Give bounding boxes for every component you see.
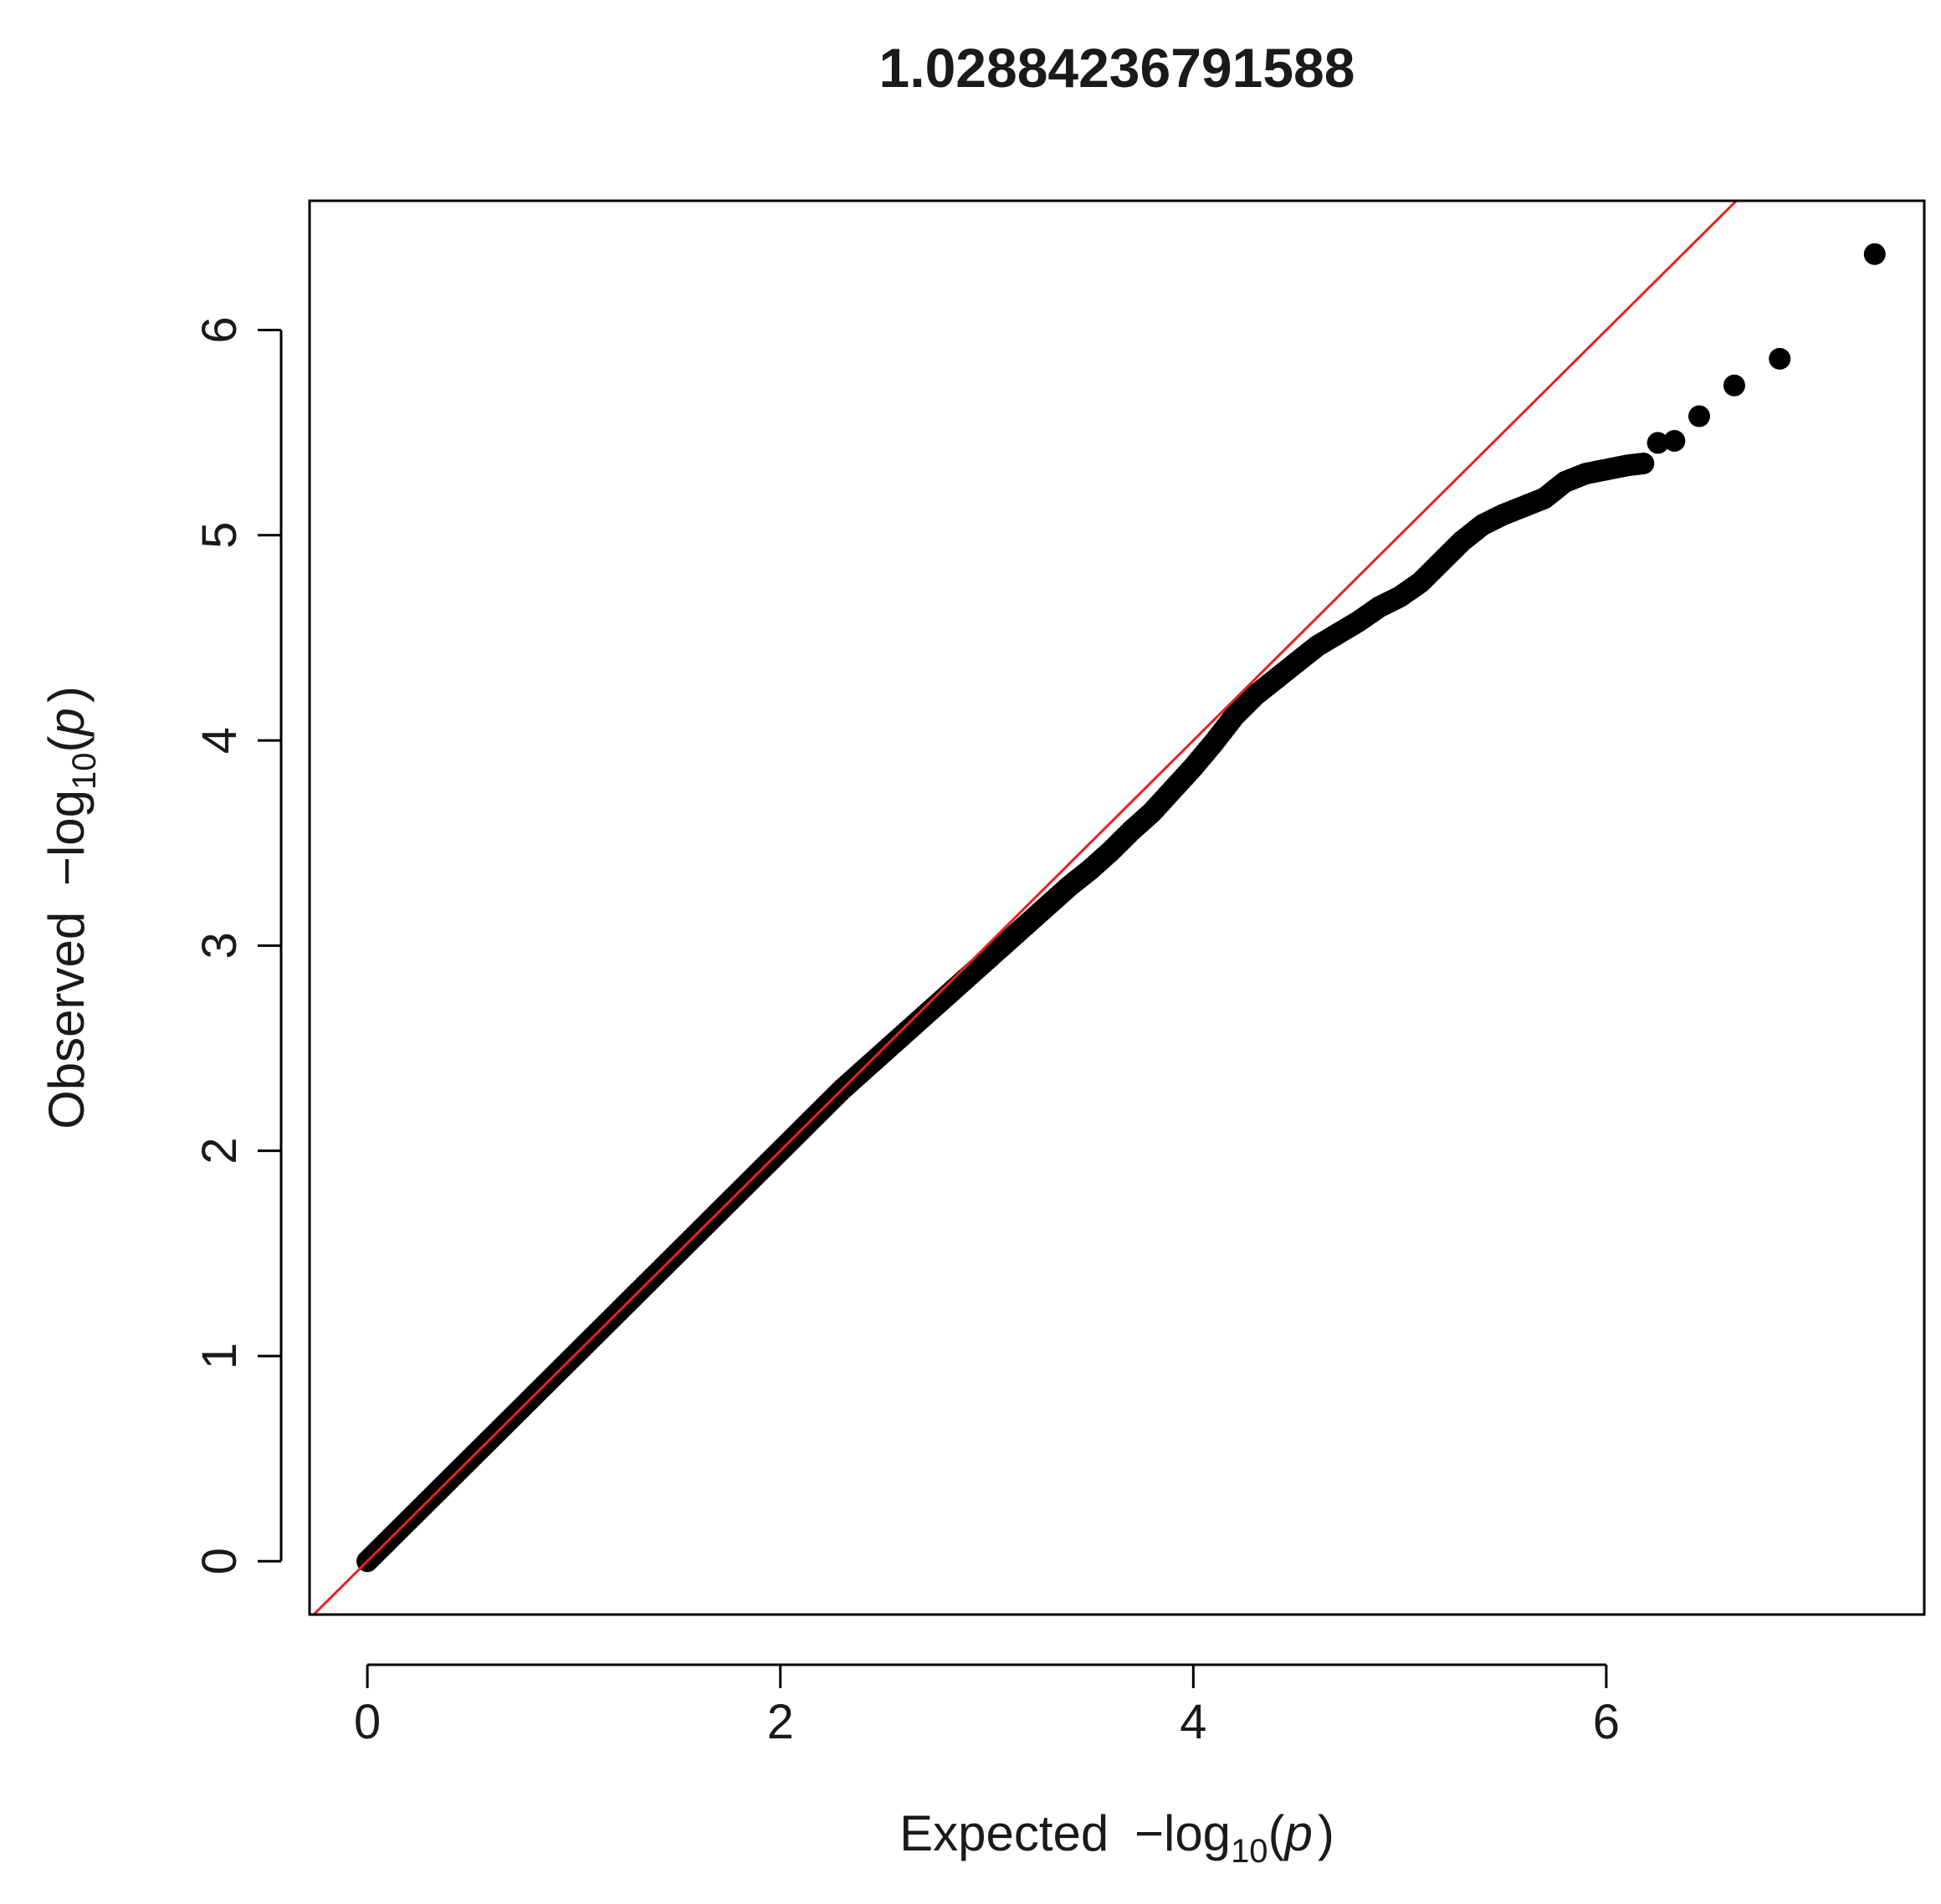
x-tick-label: 2 [767,1695,794,1749]
y-tick-label: 1 [192,1343,247,1369]
y-axis-label: Observed −log10(p) [38,686,103,1129]
x-axis: 0 2 4 6 [354,1663,1620,1749]
y-tick-label: 5 [192,522,247,549]
x-axis-label: Expected −log10(p) [899,1805,1334,1870]
chart-title: 1.02884236791588 [879,37,1355,99]
data-point [1663,429,1686,452]
reference-line [311,201,1739,1615]
y-tick-label: 2 [192,1138,247,1164]
x-tick-label: 0 [354,1695,381,1749]
data-point [1723,374,1745,397]
data-point [1647,432,1669,454]
plot-frame [308,199,1926,1616]
y-tick-label: 6 [192,316,247,343]
y-tick-label: 0 [192,1548,247,1574]
x-tick-label: 6 [1593,1695,1620,1749]
data-point [1769,347,1791,370]
y-tick-label: 3 [192,932,247,959]
y-tick-label: 4 [192,727,247,754]
y-axis: 0 1 2 3 4 5 6 [192,316,283,1574]
x-tick-label: 4 [1180,1695,1206,1749]
data-points [356,243,1886,1573]
data-point [1863,243,1886,265]
data-point [1629,453,1652,475]
data-point [1687,405,1710,427]
